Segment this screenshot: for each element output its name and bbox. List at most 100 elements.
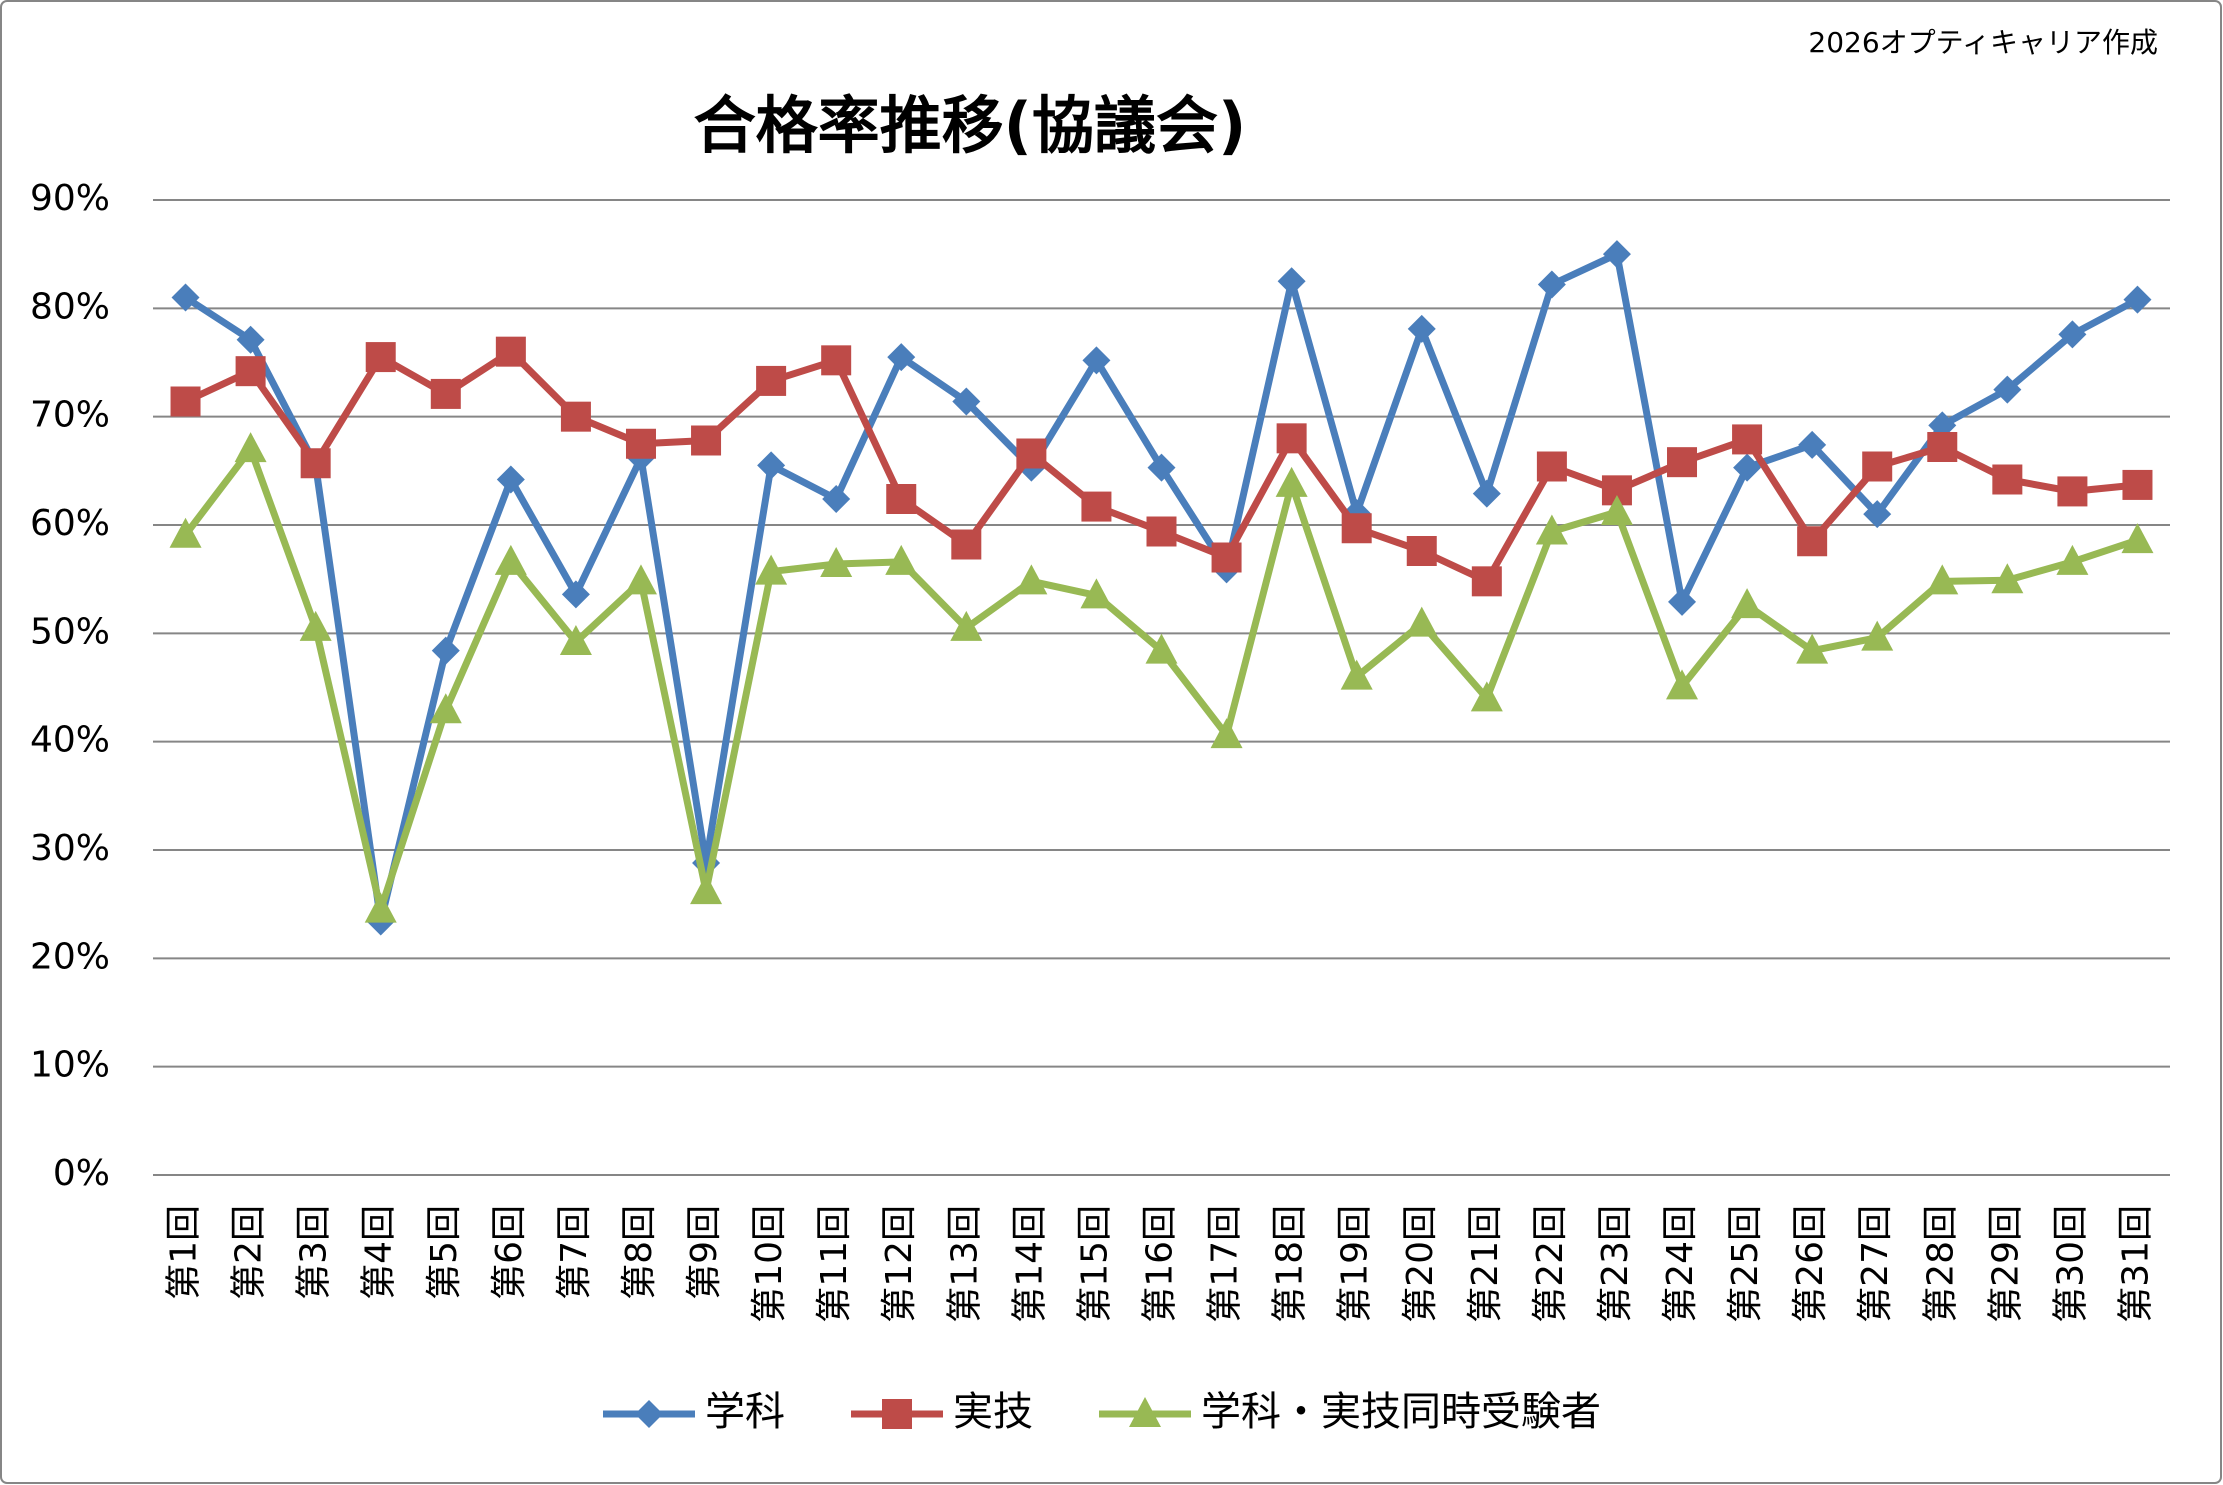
marker	[1731, 588, 1764, 619]
x-tick-label: 第19回	[1335, 1205, 1376, 1323]
series	[170, 336, 2153, 597]
marker	[1146, 516, 1177, 547]
x-tick-label: 第27回	[1855, 1205, 1896, 1323]
marker	[170, 386, 201, 417]
y-tick-label: 90%	[30, 178, 110, 219]
marker	[1211, 542, 1242, 573]
marker	[1406, 536, 1437, 566]
x-tick-label: 第23回	[1595, 1205, 1636, 1323]
x-tick-label: 第13回	[944, 1205, 985, 1323]
x-tick-label: 第6回	[489, 1205, 530, 1300]
marker	[822, 485, 851, 513]
marker	[430, 378, 461, 409]
legend-marker	[882, 1399, 912, 1429]
marker	[1147, 453, 1176, 482]
x-tick-label: 第26回	[1790, 1205, 1831, 1323]
marker	[1277, 267, 1306, 296]
marker	[690, 874, 723, 905]
marker	[429, 693, 462, 724]
marker	[560, 401, 591, 432]
marker	[757, 451, 786, 480]
x-tick-label: 第1回	[164, 1205, 205, 1300]
marker	[300, 448, 331, 479]
marker	[1863, 500, 1892, 529]
marker	[1797, 526, 1828, 557]
marker	[494, 544, 527, 575]
marker	[1471, 566, 1502, 597]
marker	[2122, 469, 2153, 500]
x-tick-label: 第15回	[1074, 1205, 1115, 1323]
marker	[1016, 438, 1047, 469]
marker	[1081, 491, 1112, 522]
y-tick-label: 10%	[30, 1045, 110, 1086]
marker	[2123, 285, 2152, 314]
marker	[951, 529, 982, 560]
note: 2026オプティキャリア作成	[1808, 26, 2158, 59]
marker	[1993, 375, 2022, 404]
marker	[496, 465, 525, 494]
marker	[1470, 681, 1503, 712]
marker	[755, 554, 788, 585]
y-tick-label: 70%	[30, 395, 110, 436]
marker	[1537, 270, 1566, 299]
marker	[236, 325, 265, 354]
marker	[1340, 659, 1373, 690]
chart-title: 合格率推移(協議会)	[694, 89, 1247, 162]
marker	[1275, 466, 1308, 497]
marker	[1862, 451, 1893, 482]
marker	[1536, 451, 1567, 482]
x-tick-label: 第14回	[1009, 1205, 1050, 1323]
marker	[1082, 346, 1111, 375]
marker	[1926, 564, 1959, 595]
y-tick-label: 20%	[30, 936, 110, 977]
marker	[1341, 513, 1372, 544]
legend-marker	[1129, 1397, 1161, 1427]
legend-label: 学科・実技同時受験者	[1201, 1389, 1601, 1435]
x-tick-label: 第20回	[1400, 1205, 1441, 1323]
x-tick-label: 第24回	[1660, 1205, 1701, 1323]
x-tick-label: 第7回	[554, 1205, 595, 1300]
marker	[691, 425, 722, 456]
y-tick-label: 80%	[30, 286, 110, 327]
marker	[2058, 320, 2087, 349]
x-tick-label: 第18回	[1270, 1205, 1311, 1323]
marker	[820, 547, 853, 577]
marker	[1861, 620, 1894, 651]
x-tick-label: 第28回	[1920, 1205, 1961, 1323]
y-tick-label: 50%	[30, 611, 110, 652]
marker	[365, 342, 396, 373]
marker	[1276, 423, 1307, 454]
marker	[1927, 432, 1958, 462]
x-tick-label: 第17回	[1205, 1205, 1246, 1323]
x-tick-label: 第22回	[1530, 1205, 1571, 1323]
y-tick-label: 40%	[30, 720, 110, 761]
y-tick-label: 60%	[30, 503, 110, 544]
marker	[431, 636, 460, 665]
marker	[169, 517, 202, 548]
marker	[1992, 464, 2023, 495]
x-tick-label: 第5回	[424, 1205, 465, 1300]
marker	[885, 544, 918, 575]
marker	[299, 610, 332, 641]
marker	[234, 432, 267, 463]
x-tick-label: 第11回	[814, 1205, 855, 1323]
x-tick-label: 第30回	[2050, 1205, 2091, 1323]
marker	[1991, 563, 2024, 594]
marker	[1798, 430, 1827, 459]
x-tick-label: 第8回	[619, 1205, 660, 1300]
marker	[1667, 447, 1698, 478]
x-tick-label: 第31回	[2115, 1205, 2156, 1323]
marker	[1602, 240, 1631, 269]
marker	[1732, 424, 1763, 455]
x-tick-label: 第2回	[229, 1205, 270, 1300]
x-tick-label: 第12回	[879, 1205, 920, 1323]
marker	[1407, 314, 1436, 343]
marker	[1080, 578, 1113, 609]
marker	[1535, 514, 1568, 545]
y-tick-label: 30%	[30, 828, 110, 869]
marker	[1733, 453, 1762, 482]
legend-marker	[635, 1400, 663, 1428]
marker	[1210, 718, 1243, 749]
marker	[1015, 564, 1048, 595]
x-tick-label: 第9回	[684, 1205, 725, 1300]
